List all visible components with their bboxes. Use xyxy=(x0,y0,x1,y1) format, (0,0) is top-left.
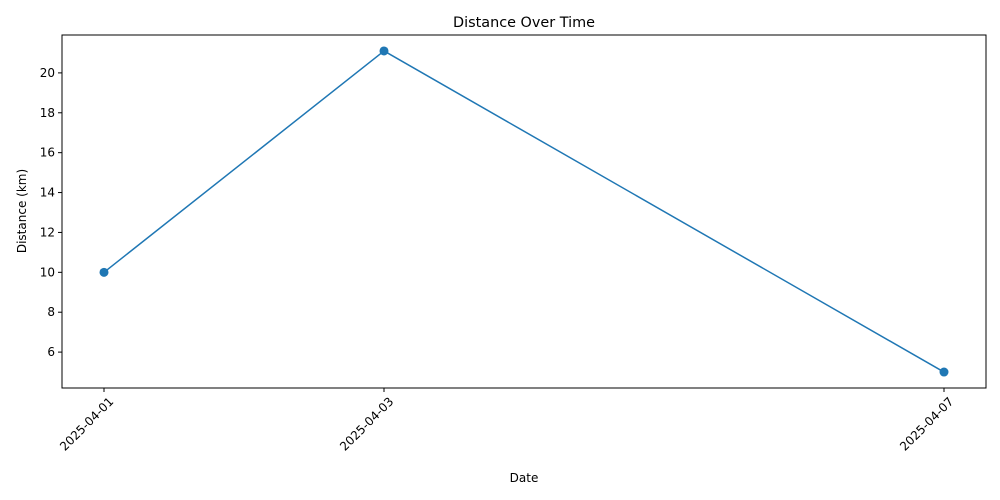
data-point xyxy=(939,367,949,377)
y-tick-label: 16 xyxy=(40,146,55,160)
chart-title: Distance Over Time xyxy=(453,15,595,31)
plot-area xyxy=(99,46,949,377)
data-point xyxy=(379,46,389,56)
y-tick-label: 6 xyxy=(47,345,55,359)
data-point xyxy=(99,267,109,277)
y-tick-label: 14 xyxy=(40,186,55,200)
y-tick-label: 10 xyxy=(40,265,55,279)
axes-frame xyxy=(61,34,987,389)
y-tick-label: 20 xyxy=(40,66,55,80)
x-axis-title: Date xyxy=(510,471,539,485)
y-tick-label: 18 xyxy=(40,106,55,120)
y-tick-label: 12 xyxy=(40,225,55,239)
y-axis-title: Distance (km) xyxy=(15,169,29,253)
y-tick-label: 8 xyxy=(47,305,55,319)
